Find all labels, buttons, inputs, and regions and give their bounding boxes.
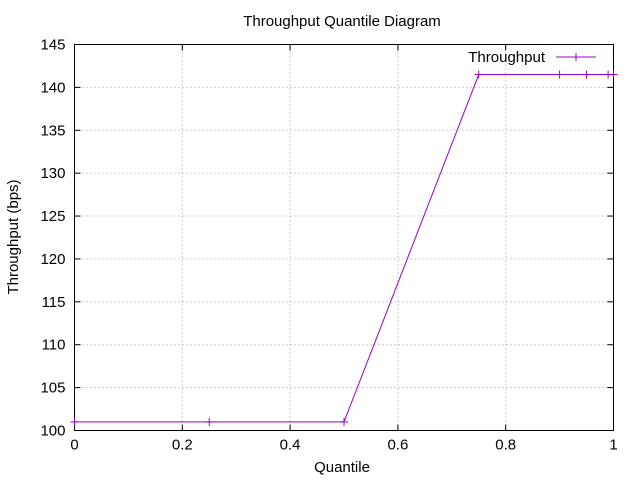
x-tick-labels: 0 0.2 0.4 0.6 0.8 1 (70, 437, 617, 454)
data-point (340, 417, 348, 426)
y-tick-label: 120 (40, 251, 65, 268)
y-tick-label: 125 (40, 208, 65, 225)
legend-marker (572, 53, 580, 61)
y-tick-label: 130 (40, 165, 65, 182)
x-tick-label: 0 (70, 437, 78, 454)
axis-ticks (74, 44, 614, 431)
x-tick-label: 0.4 (280, 437, 301, 454)
series-line (74, 74, 614, 423)
grid (74, 44, 614, 431)
y-tick-label: 105 (40, 380, 65, 397)
data-point (474, 70, 483, 79)
x-tick-label: 1 (609, 437, 617, 454)
y-tick-labels: 100 105 110 115 120 125 130 135 140 145 (40, 37, 65, 440)
data-point (609, 70, 618, 79)
y-tick-label: 115 (42, 294, 66, 311)
data-point (205, 417, 214, 426)
legend: Throughput (468, 49, 596, 66)
data-point (70, 417, 79, 426)
y-tick-label: 110 (42, 337, 66, 354)
y-tick-label: 100 (40, 423, 65, 440)
x-axis-title: Quantile (314, 459, 370, 476)
y-tick-label: 140 (40, 79, 65, 96)
data-point (555, 70, 564, 79)
chart-title: Throughput Quantile Diagram (243, 13, 441, 30)
plot-frame (74, 44, 614, 431)
y-tick-label: 145 (40, 37, 65, 54)
data-point (582, 70, 591, 79)
y-tick-label: 135 (40, 122, 65, 139)
x-tick-label: 0.8 (495, 437, 516, 454)
y-axis-title: Throughput (bps) (5, 179, 22, 294)
legend-label: Throughput (468, 49, 546, 66)
x-tick-label: 0.2 (172, 437, 193, 454)
x-tick-label: 0.6 (387, 437, 408, 454)
series-layer (70, 70, 618, 426)
